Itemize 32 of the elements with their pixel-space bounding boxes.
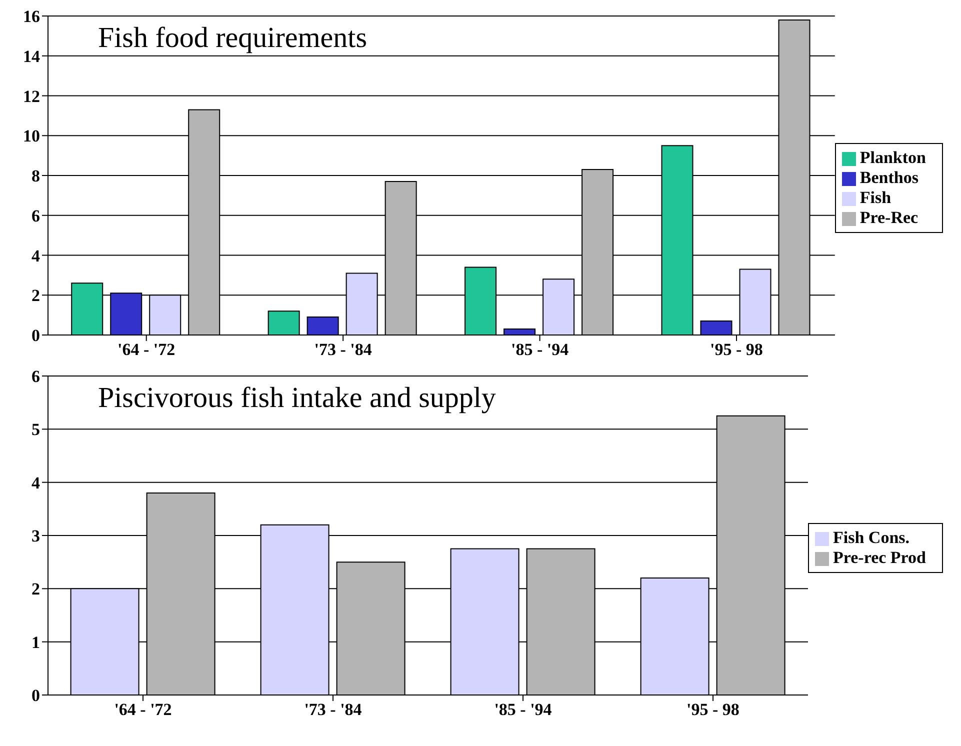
- y-tick-label: 8: [32, 166, 40, 186]
- x-tick-label: '85 - '94: [510, 340, 570, 360]
- legend-label: Fish: [860, 188, 892, 207]
- y-tick-label: 6: [32, 206, 40, 226]
- legend-label: Benthos: [860, 168, 918, 187]
- chart-title: Fish food requirements: [98, 22, 368, 55]
- legend-label: Plankton: [860, 148, 926, 167]
- y-tick-label: 6: [32, 367, 40, 386]
- y-tick-label: 2: [32, 286, 40, 306]
- y-tick-label: 2: [32, 580, 40, 599]
- y-tick-label: 5: [32, 420, 40, 440]
- x-tick-label: '73 - '84: [304, 700, 362, 720]
- legend-label: Pre-Rec: [860, 208, 918, 227]
- x-tick-label: '64 - '72: [114, 700, 172, 720]
- x-tick-label: '73 - '84: [314, 340, 372, 360]
- y-tick-label: 4: [32, 473, 40, 492]
- legend-label: Pre-rec Prod: [833, 548, 926, 567]
- x-tick-label: '85 - '94: [494, 700, 552, 720]
- y-tick-label: 1: [32, 632, 40, 652]
- legend-label: Fish Cons.: [833, 528, 910, 547]
- y-tick-label: 16: [23, 7, 40, 26]
- chart-title: Piscivorous fish intake and supply: [98, 382, 496, 415]
- y-tick-label: 12: [23, 86, 40, 106]
- y-tick-label: 4: [32, 246, 40, 266]
- x-tick-label: '64 - '72: [118, 340, 176, 360]
- y-tick-label: 3: [32, 526, 40, 546]
- y-tick-label: 10: [23, 126, 40, 146]
- y-tick-label: 0: [32, 326, 40, 346]
- x-tick-label: '95 - 98: [710, 340, 763, 360]
- x-tick-label: '95 - 98: [686, 700, 740, 720]
- y-tick-label: 0: [32, 686, 40, 706]
- y-tick-label: 14: [23, 46, 40, 66]
